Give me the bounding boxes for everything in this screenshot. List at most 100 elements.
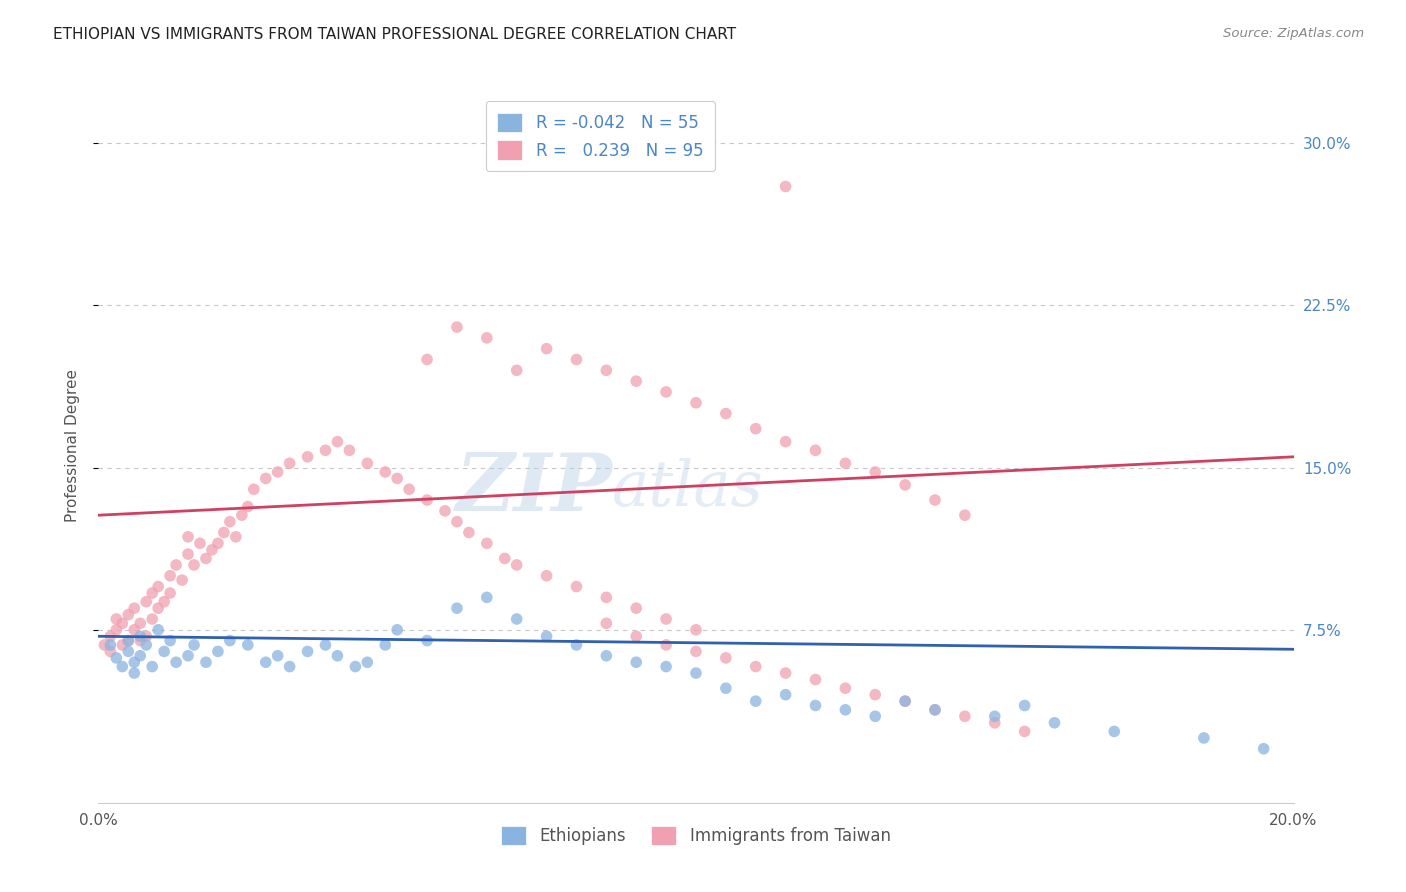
Point bbox=[804, 673, 827, 687]
Point bbox=[446, 601, 468, 615]
Point bbox=[183, 558, 205, 572]
Point bbox=[339, 443, 361, 458]
Point bbox=[344, 659, 367, 673]
Point bbox=[98, 644, 122, 658]
Point bbox=[153, 644, 176, 658]
Point bbox=[595, 591, 617, 605]
Point bbox=[195, 551, 218, 566]
Point bbox=[177, 547, 200, 561]
Point bbox=[506, 612, 529, 626]
Point bbox=[536, 568, 558, 582]
Point bbox=[565, 580, 588, 594]
Point bbox=[865, 709, 887, 723]
Point bbox=[775, 688, 797, 702]
Point bbox=[953, 709, 976, 723]
Point bbox=[111, 659, 134, 673]
Point bbox=[188, 536, 211, 550]
Point bbox=[297, 450, 319, 464]
Point bbox=[685, 666, 707, 681]
Point bbox=[135, 638, 157, 652]
Point bbox=[159, 586, 181, 600]
Point bbox=[148, 623, 170, 637]
Point bbox=[714, 407, 737, 421]
Point bbox=[655, 638, 678, 652]
Point bbox=[219, 515, 242, 529]
Point bbox=[775, 666, 797, 681]
Point bbox=[374, 465, 396, 479]
Point bbox=[398, 482, 420, 496]
Text: Source: ZipAtlas.com: Source: ZipAtlas.com bbox=[1223, 27, 1364, 40]
Point bbox=[804, 443, 827, 458]
Point bbox=[1104, 724, 1126, 739]
Point bbox=[236, 500, 259, 514]
Point bbox=[98, 629, 122, 643]
Point bbox=[655, 384, 678, 399]
Point bbox=[326, 434, 349, 449]
Point bbox=[385, 623, 409, 637]
Point bbox=[685, 644, 707, 658]
Point bbox=[201, 542, 224, 557]
Point bbox=[159, 633, 181, 648]
Point bbox=[207, 536, 229, 550]
Point bbox=[834, 703, 856, 717]
Point bbox=[714, 681, 737, 696]
Point bbox=[416, 352, 439, 367]
Point bbox=[225, 530, 247, 544]
Point bbox=[165, 558, 187, 572]
Point bbox=[153, 595, 176, 609]
Point bbox=[565, 638, 588, 652]
Point bbox=[124, 666, 146, 681]
Point bbox=[745, 694, 768, 708]
Point bbox=[177, 648, 200, 663]
Point bbox=[834, 681, 856, 696]
Point bbox=[254, 655, 277, 669]
Point bbox=[117, 607, 139, 622]
Point bbox=[278, 659, 301, 673]
Point bbox=[207, 644, 229, 658]
Point bbox=[315, 638, 337, 652]
Point bbox=[775, 179, 797, 194]
Point bbox=[924, 703, 946, 717]
Point bbox=[924, 703, 946, 717]
Point bbox=[124, 601, 146, 615]
Point bbox=[267, 648, 290, 663]
Point bbox=[129, 648, 152, 663]
Point bbox=[894, 694, 917, 708]
Point bbox=[984, 715, 1007, 730]
Point bbox=[195, 655, 218, 669]
Point bbox=[894, 478, 917, 492]
Point bbox=[595, 616, 617, 631]
Point bbox=[865, 688, 887, 702]
Point bbox=[595, 363, 617, 377]
Text: ZIP: ZIP bbox=[456, 450, 613, 527]
Text: atlas: atlas bbox=[613, 458, 763, 520]
Point bbox=[565, 352, 588, 367]
Point bbox=[655, 659, 678, 673]
Point bbox=[111, 616, 134, 631]
Point bbox=[183, 638, 205, 652]
Point bbox=[894, 694, 917, 708]
Point bbox=[93, 638, 115, 652]
Point bbox=[129, 629, 152, 643]
Point bbox=[159, 568, 181, 582]
Point bbox=[267, 465, 290, 479]
Point bbox=[458, 525, 481, 540]
Point bbox=[98, 638, 122, 652]
Point bbox=[506, 558, 529, 572]
Point bbox=[315, 443, 337, 458]
Point bbox=[924, 493, 946, 508]
Point bbox=[626, 601, 648, 615]
Point bbox=[446, 320, 468, 334]
Point bbox=[685, 396, 707, 410]
Point bbox=[177, 530, 200, 544]
Point bbox=[865, 465, 887, 479]
Point bbox=[626, 655, 648, 669]
Point bbox=[165, 655, 187, 669]
Point bbox=[148, 580, 170, 594]
Point bbox=[219, 633, 242, 648]
Point bbox=[124, 623, 146, 637]
Point bbox=[536, 629, 558, 643]
Point bbox=[1043, 715, 1066, 730]
Point bbox=[685, 623, 707, 637]
Point bbox=[231, 508, 253, 523]
